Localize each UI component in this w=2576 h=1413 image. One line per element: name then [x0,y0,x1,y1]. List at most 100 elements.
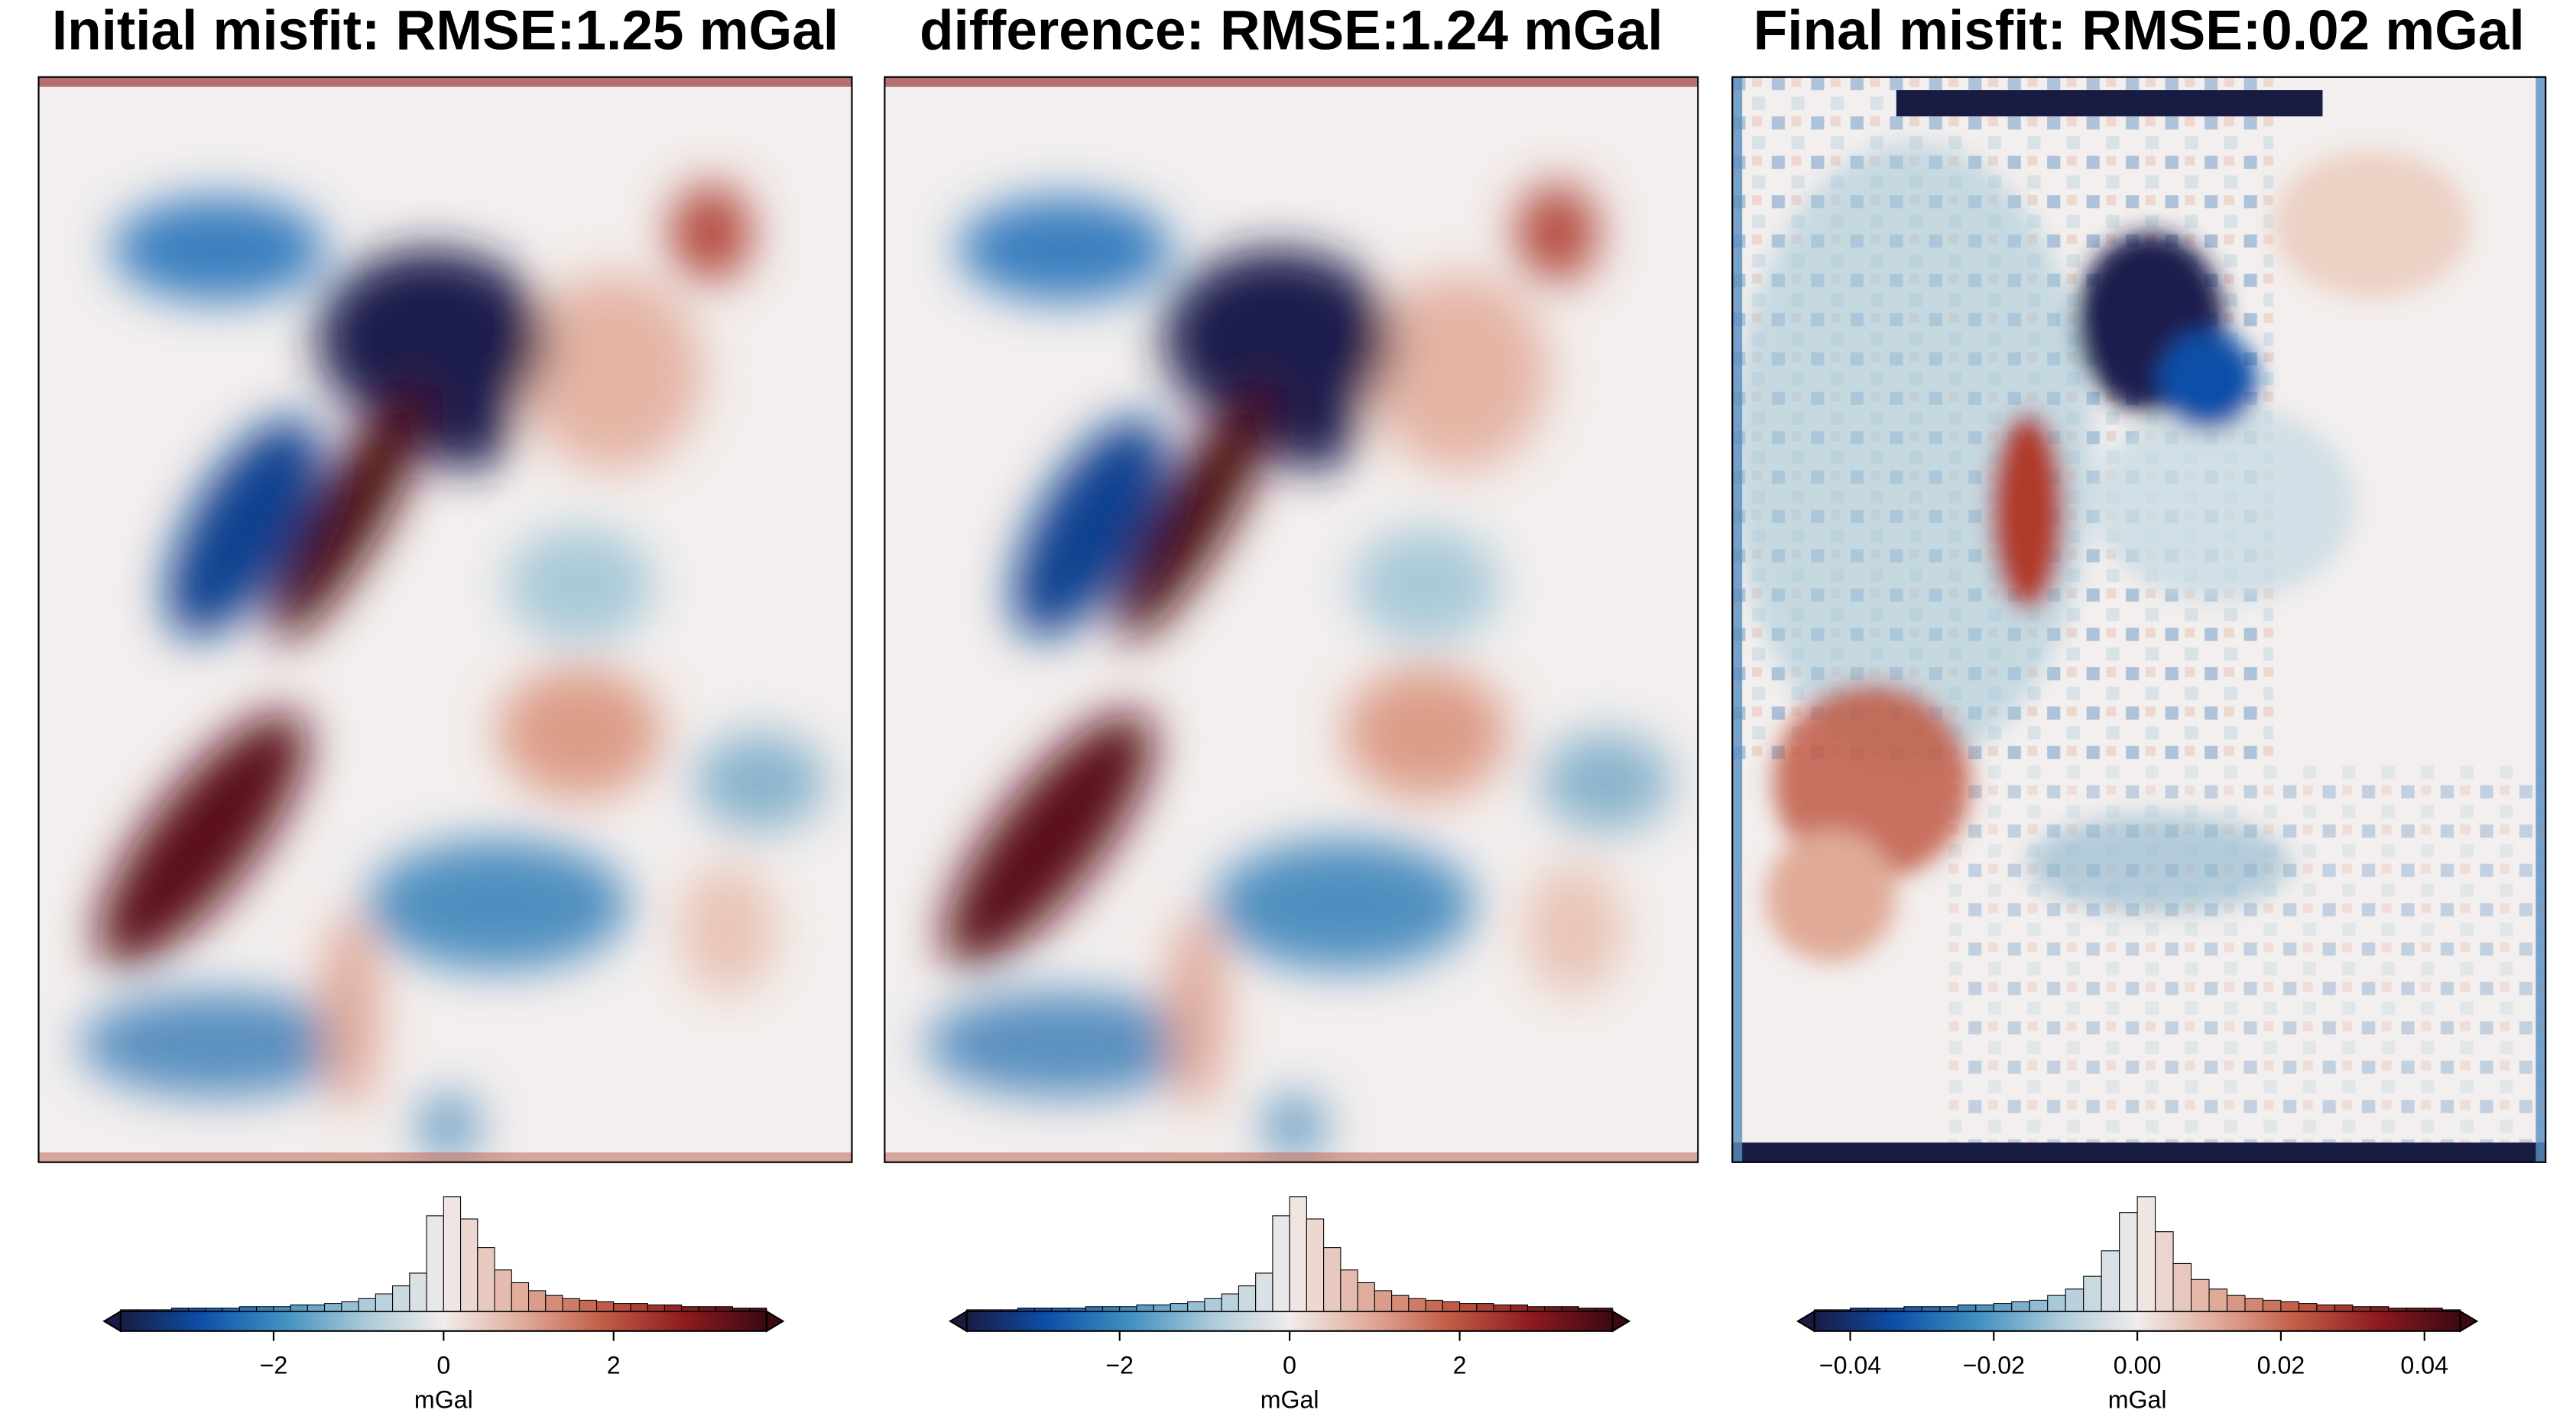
histogram-bar [2352,1306,2371,1312]
histogram-bar [1885,1308,1905,1312]
axis-label: mGal [1260,1386,1319,1413]
axis-label: mGal [414,1386,473,1413]
map-panel-2 [884,76,1699,1163]
panel-title: Final misfit: RMSE:0.02 mGal [1754,0,2525,61]
histogram-bar [1391,1295,1410,1312]
histogram-bar [1493,1304,1511,1312]
map-image [39,77,852,1162]
histogram-bar [1442,1301,1461,1312]
histogram-bar [1238,1285,1257,1312]
histogram-bar [545,1295,563,1312]
colorbar: −0.04 −0.02 0.00 0.02 0.04 mGal [1796,1196,2479,1413]
histogram-bar [477,1247,495,1312]
histogram-bar [1578,1308,1597,1312]
histogram-bar [681,1306,699,1312]
histogram-bar [2208,1288,2228,1312]
histogram-bar [1849,1308,1869,1312]
histogram-bar [392,1285,410,1312]
histogram-bar [1526,1306,1546,1312]
histogram-bar [307,1304,326,1312]
histogram-bar [1153,1304,1171,1312]
histogram-bar [494,1269,512,1312]
colorbar: −2 0 2 mGal [949,1196,1631,1413]
histogram-bar [2316,1304,2335,1312]
histogram-bar [983,1309,1001,1312]
histogram-bar [1101,1306,1121,1312]
tick-label: 0 [436,1352,450,1379]
histogram-bar [358,1298,376,1312]
map-image [884,77,1698,1162]
histogram-bar [273,1306,291,1312]
tick-label: −0.04 [1819,1352,1881,1379]
histogram-bar [1408,1298,1426,1312]
histogram-bar [2136,1196,2156,1312]
histogram-bar [1939,1306,1958,1312]
colorbar-under [1796,1310,1815,1333]
histogram-bar [238,1306,258,1312]
histogram-bar [1306,1218,1325,1312]
tick-label: 2 [1453,1352,1467,1379]
histogram-bar [443,1196,462,1312]
histogram-bar [170,1308,190,1312]
histogram-bar [1831,1309,1851,1312]
colorbar-over [1611,1310,1631,1333]
histogram-bar [2011,1301,2030,1312]
colorbar-gradient [965,1310,1614,1332]
histogram-bar [1957,1304,1977,1312]
colorbar-under [102,1310,122,1333]
histogram-bar [2370,1306,2389,1312]
histogram-bar [2441,1309,2461,1312]
histogram-bar [1085,1306,1104,1312]
histogram-bar [341,1301,359,1312]
histogram-bar [2262,1299,2282,1312]
histogram-bar [2334,1304,2354,1312]
histogram-bar [1357,1282,1375,1312]
histogram-bar [2191,1279,2210,1312]
tick-label: 2 [607,1352,621,1379]
panel-title: Initial misfit: RMSE:1.25 mGal [52,0,839,61]
colorbar-gradient [1813,1310,2461,1332]
histogram-bar [120,1309,138,1312]
histogram-bar [2388,1308,2407,1312]
histogram-bar [188,1308,206,1312]
histogram-bar [511,1282,530,1312]
tick-label: −0.02 [1963,1352,2025,1379]
histogram-bar [1595,1308,1614,1312]
histogram-bar [2244,1298,2263,1312]
histogram-bar [2029,1299,2049,1312]
histogram-bar [2047,1295,2066,1312]
histogram-bar [205,1308,223,1312]
histogram-bar [1170,1303,1189,1312]
tick-label: −2 [1105,1352,1134,1379]
histogram-bar [1221,1293,1239,1312]
histogram-bar [324,1303,342,1312]
map-panel-1 [37,76,853,1163]
colorbar-under [949,1310,968,1333]
histogram-bar [1814,1309,1833,1312]
histogram-bar [409,1272,427,1312]
histogram-bar [1136,1304,1154,1312]
histogram-bar [2172,1262,2192,1312]
histogram-bar [1187,1301,1205,1312]
histogram-bar [2280,1301,2299,1312]
histogram-bar [2424,1308,2443,1312]
axis-label: mGal [2108,1386,2167,1413]
tick-label: 0.02 [2257,1352,2305,1379]
histogram-bar [2298,1303,2318,1312]
tick-label: 0 [1283,1352,1296,1379]
histogram-bar [732,1308,751,1312]
histogram-bar [1051,1308,1069,1312]
histogram-bar [2226,1295,2246,1312]
histogram-bar [1340,1269,1358,1312]
histogram-bar [1476,1303,1494,1312]
map-panel-3 [1731,76,2547,1163]
histogram-bar [2155,1231,2174,1312]
histogram-bar [2119,1212,2138,1312]
histogram-bar [630,1303,648,1312]
colorbar-gradient [119,1310,767,1332]
histogram-bar [1323,1247,1342,1312]
histogram-bar [595,1301,615,1312]
histogram-bar [154,1309,173,1312]
histogram-bar [1374,1290,1393,1312]
